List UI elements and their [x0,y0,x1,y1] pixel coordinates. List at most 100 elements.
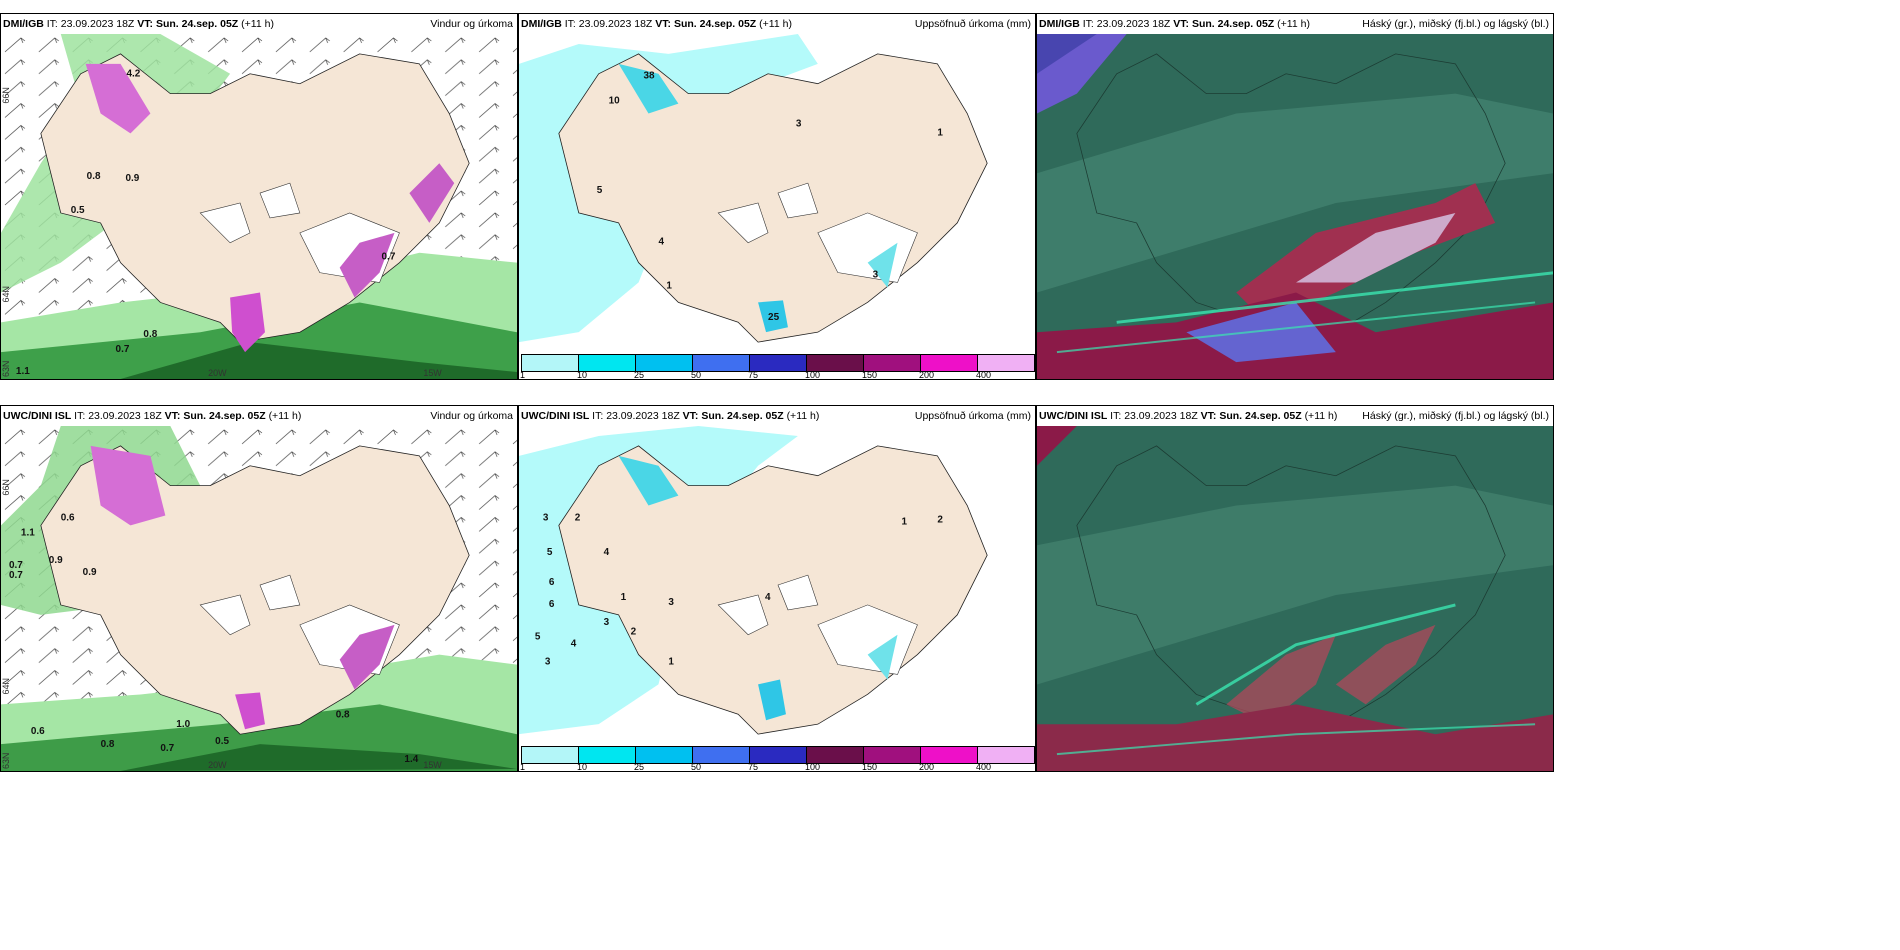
lat-label: 66N [1,87,11,103]
colorbar-tick: 50 [691,370,702,380]
colorbar-tick: 10 [577,762,588,772]
lat-label: 63N [1,753,11,769]
precip-label: 1 [902,516,908,527]
panel-header: UWC/DINI ISL IT: 23.09.2023 18Z VT: Sun.… [1037,406,1553,426]
model-name: UWC/DINI ISL [1039,410,1108,422]
wind-label: 0.7 [9,570,23,581]
precip-colorbar [521,354,1035,372]
colorbar-tick: 50 [691,762,702,772]
colorbar-tick: 150 [862,370,878,380]
cloud-map [1037,426,1553,771]
precip-label: 4 [765,592,771,603]
lon-label: 20W [208,368,227,378]
panel-accum-precip-dmi: DMI/IGB IT: 23.09.2023 18Z VT: Sun. 24.s… [518,13,1036,380]
lon-label: 20W [208,760,227,770]
valid-time: Sun. 24.sep. 05Z [673,18,757,30]
precip-map: 10 5 38 4 1 1 3 3 25 [519,34,1035,359]
cloud-map [1037,34,1553,379]
wind-map: 1.1 0.7 0.7 0.9 0.6 0.8 0.7 0.5 1.0 1.4 … [1,426,517,771]
panel-header: DMI/IGB IT: 23.09.2023 18Z VT: Sun. 24.s… [1,14,517,34]
colorbar-tick: 150 [862,762,878,772]
precip-label: 38 [644,71,656,82]
precip-label: 2 [575,512,581,523]
lead-time: (+11 h) [786,410,820,422]
precip-map: 3 3 2 4 6 5 1 3 2 1 3 4 5 6 1 2 4 [519,426,1035,751]
wind-label: 1.1 [16,366,30,377]
model-name: UWC/DINI ISL [3,410,72,422]
wind-label: 0.9 [83,567,97,578]
model-name: DMI/IGB [1039,18,1080,30]
precip-label: 2 [937,514,943,525]
colorbar-tick: 1 [520,762,526,772]
precip-label: 3 [668,597,674,608]
iceland-land [1076,445,1506,735]
colorbar-tick: 10 [577,370,588,380]
precip-label: 5 [597,185,603,196]
init-time: 23.09.2023 18Z [88,410,162,422]
wind-label: 0.7 [116,344,130,355]
wind-label: 0.9 [126,173,140,184]
wind-label: 1.4 [404,754,418,765]
colorbar-tick: 200 [919,762,935,772]
product-title: Uppsöfnuð úrkoma (mm) [914,410,1031,422]
panel-header: UWC/DINI ISL IT: 23.09.2023 18Z VT: Sun.… [519,406,1035,426]
precip-label: 4 [658,237,664,248]
wind-label: 0.9 [49,555,63,566]
precip-label: 2 [631,627,637,638]
wind-label: 4.2 [127,69,141,80]
precip-label: 3 [543,512,549,523]
product-title: Uppsöfnuð úrkoma (mm) [914,18,1031,30]
panel-header: DMI/IGB IT: 23.09.2023 18Z VT: Sun. 24.s… [1037,14,1553,34]
precip-label: 1 [621,592,627,603]
panel-wind-precip-dmi: DMI/IGB IT: 23.09.2023 18Z VT: Sun. 24.s… [0,13,518,380]
valid-time: Sun. 24.sep. 05Z [1219,410,1302,422]
lead-time: (+11 h) [241,18,274,30]
precip-label: 5 [535,632,541,643]
colorbar-tick: 400 [976,370,992,380]
panel-header: UWC/DINI ISL IT: 23.09.2023 18Z VT: Sun.… [1,406,517,426]
valid-time: Sun. 24.sep. 05Z [701,410,784,422]
wind-label: 0.5 [215,736,229,747]
precip-label: 1 [666,280,672,291]
model-name: UWC/DINI ISL [521,410,590,422]
precip-label: 6 [549,577,555,588]
wind-map: 0.8 0.9 0.5 0.8 0.7 1.1 0.7 4.2 66N 64N … [1,34,517,379]
init-time: 23.09.2023 18Z [578,18,653,30]
panel-header: DMI/IGB IT: 23.09.2023 18Z VT: Sun. 24.s… [519,14,1035,34]
init-time: 23.09.2023 18Z [1124,410,1198,422]
wind-label: 1.0 [176,719,190,730]
precip-label: 5 [547,547,553,558]
wind-label: 1.1 [21,527,35,538]
panel-clouds-dmi: DMI/IGB IT: 23.09.2023 18Z VT: Sun. 24.s… [1036,13,1554,380]
precip-label: 10 [609,96,621,107]
wind-label: 0.7 [382,252,396,263]
wind-label: 0.8 [87,171,101,182]
lon-label: 15W [423,368,442,378]
precip-colorbar [521,746,1035,764]
wind-label: 0.7 [9,560,23,571]
precip-label: 4 [571,639,577,650]
colorbar-tick: 25 [634,762,645,772]
precip-label: 1 [668,657,674,668]
colorbar-tick: 400 [976,762,992,772]
precip-label: 3 [604,617,610,628]
precip-label: 3 [873,270,879,281]
product-title: Háský (gr.), miðský (fj.bl.) og lágský (… [1362,18,1549,30]
lat-label: 64N [1,678,11,694]
model-name: DMI/IGB [3,18,44,30]
wind-label: 0.8 [143,329,157,340]
precip-label: 3 [796,118,802,129]
wind-label: 0.5 [71,205,85,216]
init-time: 23.09.2023 18Z [60,18,135,30]
init-time: 23.09.2023 18Z [606,410,680,422]
product-title: Háský (gr.), miðský (fj.bl.) og lágský (… [1362,410,1549,422]
wind-label: 0.8 [336,709,350,720]
lat-label: 63N [1,361,11,377]
lat-label: 66N [1,479,11,495]
colorbar-tick: 75 [748,370,759,380]
precip-label: 25 [768,312,780,323]
product-title: Vindur og úrkoma [430,410,513,422]
panel-wind-precip-uwc: UWC/DINI ISL IT: 23.09.2023 18Z VT: Sun.… [0,405,518,772]
precip-label: 4 [604,547,610,558]
init-time: 23.09.2023 18Z [1096,18,1171,30]
